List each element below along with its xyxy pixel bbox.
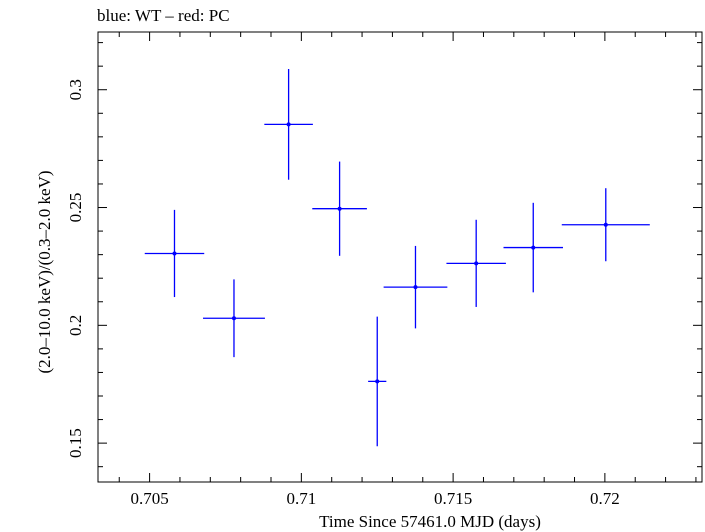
x-tick-label: 0.71 (286, 489, 316, 508)
data-point-wt (203, 279, 265, 358)
data-point-wt (561, 188, 650, 262)
x-tick-label: 0.715 (434, 489, 472, 508)
data-marker (375, 379, 380, 384)
data-point-wt (368, 316, 387, 447)
data-marker (337, 206, 342, 211)
x-tick-label: 0.72 (590, 489, 620, 508)
data-marker (531, 245, 536, 250)
plot-frame (97, 31, 703, 483)
data-point-wt (503, 202, 563, 293)
data-marker (603, 222, 608, 227)
data-marker (413, 285, 418, 290)
data-marker (231, 316, 236, 321)
chart-title: blue: WT – red: PC (97, 6, 230, 25)
y-tick-label: 0.25 (66, 193, 85, 223)
data-marker (172, 251, 177, 256)
x-tick-label: 0.705 (130, 489, 168, 508)
data-marker (286, 122, 291, 127)
data-point-wt (144, 209, 205, 298)
data-point-wt (264, 68, 313, 180)
data-point-wt (383, 245, 448, 329)
y-tick-label: 0.2 (66, 315, 85, 336)
y-tick-label: 0.3 (66, 79, 85, 100)
y-tick-label: 0.15 (66, 428, 85, 458)
x-axis-label: Time Since 57461.0 MJD (days) (319, 512, 541, 531)
data-marker (474, 261, 479, 266)
data-point-wt (312, 161, 367, 256)
data-point-wt (446, 219, 506, 307)
y-axis-label: (2.0–10.0 keV)/(0.3–2.0 keV) (35, 170, 54, 373)
